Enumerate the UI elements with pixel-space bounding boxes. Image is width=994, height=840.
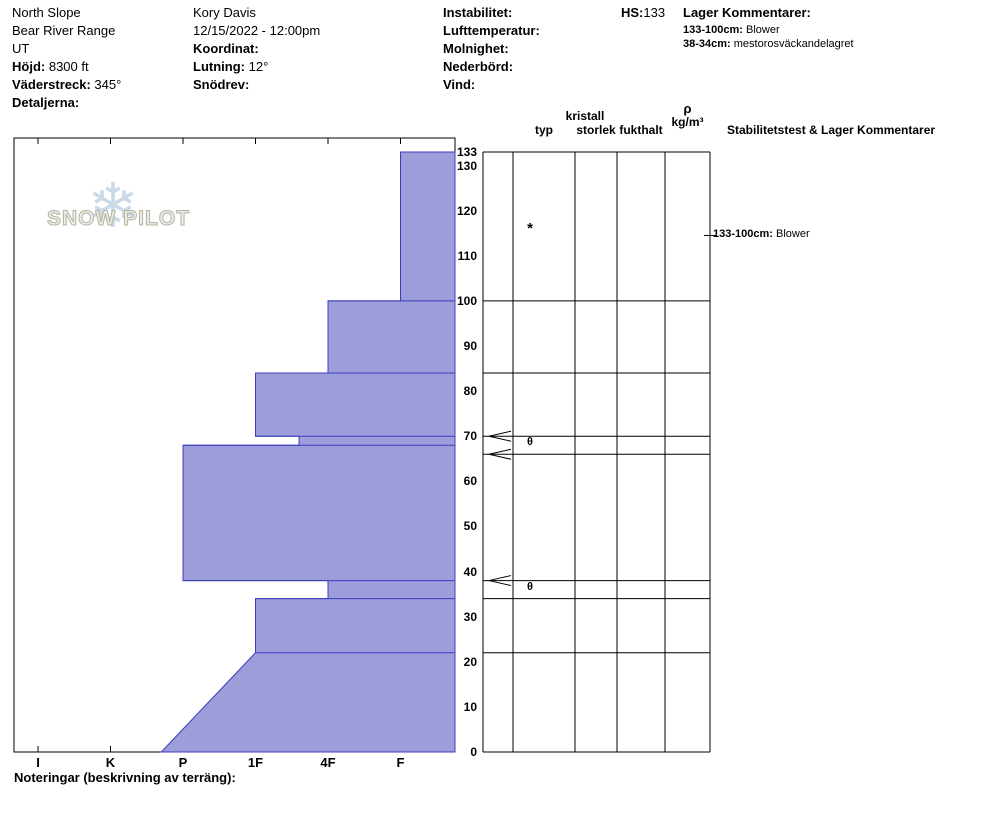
state: UT [12,41,30,56]
slope-angle-label: Lutning: [193,59,245,74]
grid-header-type: typ [535,123,553,137]
depth-tick-30: 30 [463,609,477,624]
depth-tick-10: 10 [463,699,477,714]
snowflake-icon: ❄ [87,172,139,241]
depth-tick-110: 110 [457,248,477,263]
grid-header-moisture: fukthalt [619,123,663,137]
stability-comment-text: Blower [776,228,810,241]
coordinates-label: Koordinat: [193,41,259,56]
layer-comment-2-range: 38-34cm: [683,38,731,50]
depth-tick-20: 20 [463,654,477,669]
aspect-value: 345° [94,77,122,92]
hardness-label-P: P [178,755,188,770]
depth-tick-60: 60 [463,474,477,489]
crystal-symbol-icon: θ [527,436,533,449]
elevation-line: Höjd: 8300 ft [12,58,89,76]
depth-tick-70: 70 [463,429,477,444]
slope-angle-value: 12° [248,59,269,74]
air-temperature-label: Lufttemperatur: [443,23,540,38]
depth-tick-0: 0 [470,745,477,759]
depth-tick-130: 130 [456,158,477,173]
grid-header-crystal: kristall [565,109,605,123]
notes-label: Noteringar (beskrivning av terräng): [14,770,236,785]
grid-header-size: storlek [576,123,616,137]
layer-comment-2: 38-34cm: mestorosväckandelagret [683,37,854,51]
mountain-range: Bear River Range [12,23,116,38]
depth-tick-40: 40 [463,564,477,579]
observer-name: Kory Davis [193,5,256,20]
elevation-label: Höjd: [12,59,46,74]
observation-datetime: 12/15/2022 - 12:00pm [193,23,321,38]
grid-header-density-unit: kg/m³ [671,115,704,129]
instability-label: Instabilitet: [443,5,513,20]
depth-tick-90: 90 [463,338,477,353]
snow-height-label: HS: [621,5,644,20]
snow-height-line: HS:133 [621,4,665,22]
elevation-value: 8300 ft [48,59,89,74]
wind-loading-label: Snödrev: [193,77,250,92]
hardness-label-K: K [105,755,116,770]
details-label: Detaljerna: [12,95,80,110]
grid-header-density-symbol: ρ [683,101,692,116]
location-name: North Slope [12,5,81,20]
stability-comment-range: 133-100cm: [713,228,773,241]
sky-cover-label: Molnighet: [443,41,509,56]
depth-tick-120: 120 [456,203,477,218]
crystal-symbol-icon: * [527,219,533,237]
hardness-label-1F: 1F [247,755,264,770]
layer-comment-1-range: 133-100cm: [683,24,743,36]
hardness-label-I: I [36,755,40,770]
aspect-label: Väderstreck: [12,77,91,92]
layer-comment-1: 133-100cm: Blower [683,23,780,37]
layer-comment-2-text: mestorosväckandelagret [733,38,854,50]
depth-tick-100: 100 [456,293,477,308]
aspect-line: Väderstreck: 345° [12,76,121,94]
depth-tick-50: 50 [463,519,477,534]
snowpilot-logo: ❄ SNOW PILOT [45,172,215,267]
stability-comment-entry: 133-100cm: Blower [713,227,810,241]
crystal-symbol-icon: θ [527,580,533,593]
stability-comments-header: Stabilitetstest & Lager Kommentarer [727,123,936,137]
depth-tick-133: 133 [456,145,477,159]
depth-tick-80: 80 [463,384,477,399]
snowpilot-logo-text: SNOW PILOT [47,207,190,231]
layer-comment-1-text: Blower [746,24,780,36]
precipitation-label: Nederbörd: [443,59,514,74]
layer-comments-title: Lager Kommentarer: [683,5,811,20]
wind-label: Vind: [443,77,476,92]
hardness-label-F: F [396,755,405,770]
hardness-label-4F: 4F [320,755,336,770]
slope-angle-line: Lutning: 12° [193,58,268,76]
snow-height-value: 133 [643,5,666,20]
